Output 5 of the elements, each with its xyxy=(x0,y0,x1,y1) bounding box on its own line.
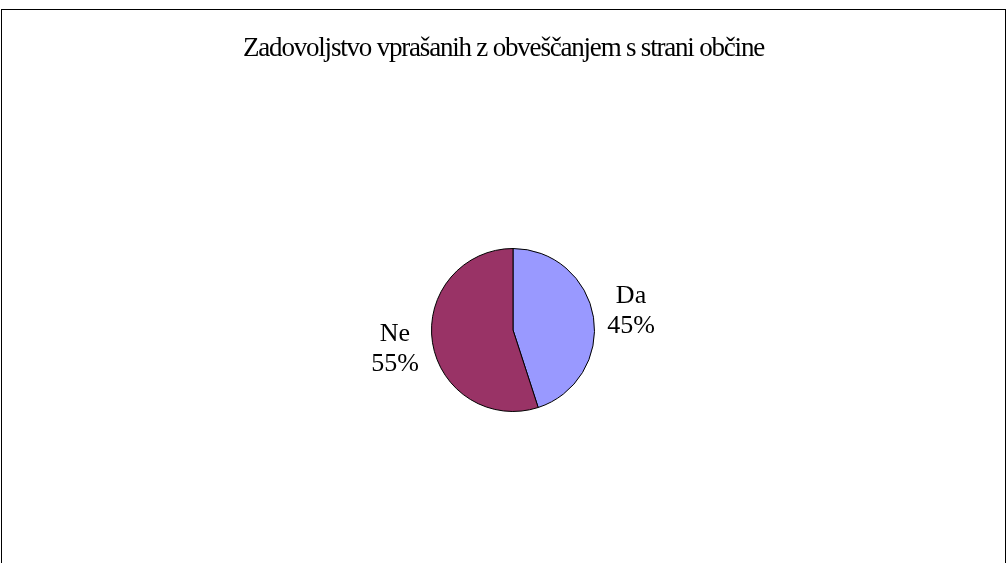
data-label: 55% xyxy=(371,347,419,377)
slice-label: Ne xyxy=(379,317,411,347)
chart-title: Zadovoljstvo vprašanih z obveščanjem s strani občine xyxy=(242,32,766,63)
data-label: 45% xyxy=(607,310,655,340)
slice-label: Da xyxy=(615,280,647,310)
